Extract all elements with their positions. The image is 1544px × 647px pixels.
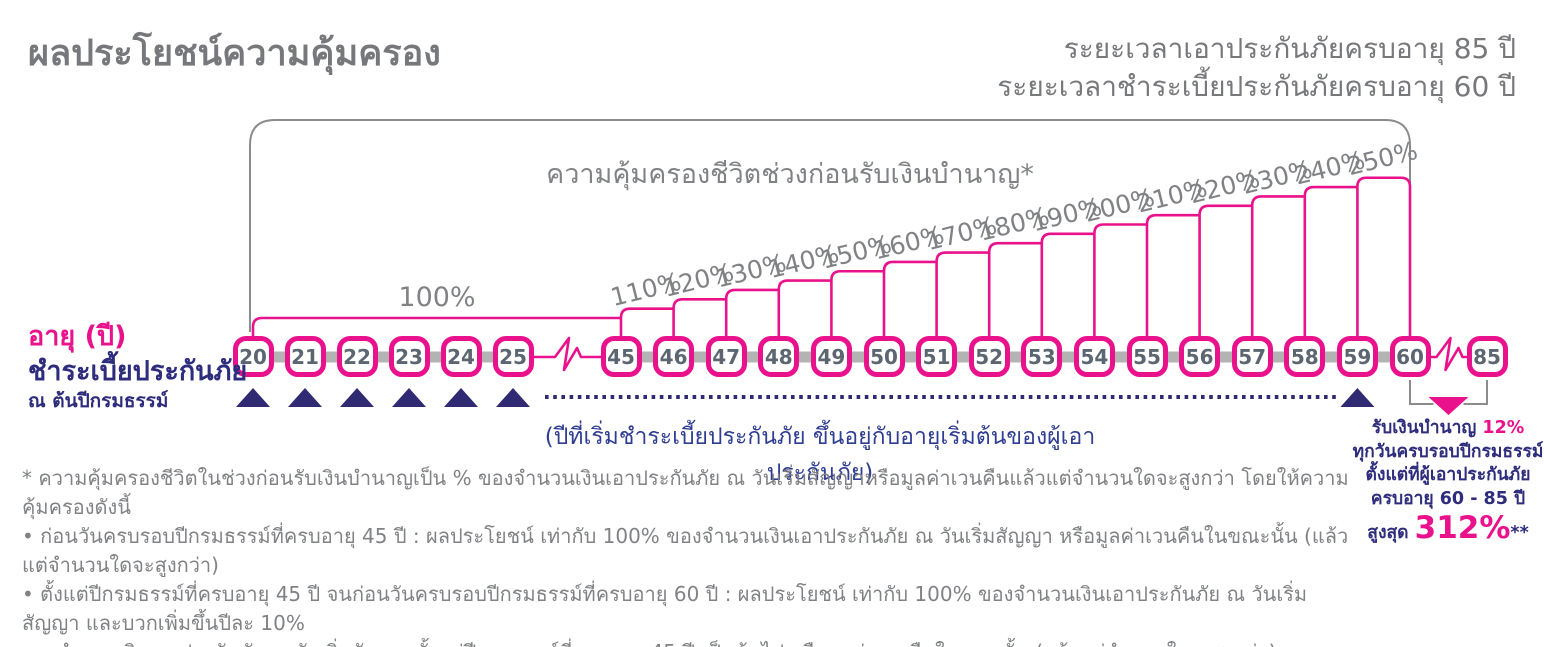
- age-box-51: 51: [916, 336, 958, 377]
- age-box-45: 45: [600, 336, 642, 377]
- pension-bracket-right: [1463, 380, 1488, 405]
- age-box-54: 54: [1073, 336, 1115, 377]
- coverage-step-line: [830, 269, 884, 336]
- age-box-21: 21: [284, 336, 326, 377]
- premium-term-line: ระยะเวลาชำระเบี้ยประกันภัยครบอายุ 60 ปี: [997, 70, 1516, 103]
- premium-triangle-icon: [236, 388, 270, 407]
- age-box-57: 57: [1231, 336, 1273, 377]
- pension-annual-percent: 12%: [1482, 418, 1525, 438]
- pension-note-line5: สูงสุด 312%**: [1367, 510, 1529, 546]
- policy-term-lines: ระยะเวลาเอาประกันภัยครบอายุ 85 ปี ระยะเว…: [997, 30, 1516, 106]
- coverage-percent-label: 100%: [398, 282, 475, 313]
- pension-note-line1: รับเงินบำนาญ 12%: [1371, 418, 1525, 438]
- axis-break-icon: [1430, 336, 1467, 372]
- coverage-step-line: [1250, 195, 1305, 336]
- age-box-49: 49: [810, 336, 852, 377]
- pre-pension-bracket: [249, 119, 1411, 332]
- age-box-23: 23: [388, 336, 430, 377]
- premium-triangle-icon: [496, 388, 530, 407]
- pension-note-line2: ทุกวันครบรอบปีกรมธรรม์: [1352, 441, 1544, 462]
- age-box-60: 60: [1389, 336, 1431, 377]
- premium-triangle-icon: [1340, 388, 1375, 407]
- age-box-53: 53: [1021, 336, 1063, 377]
- page-title: ผลประโยชน์ความคุ้มครอง: [28, 33, 441, 74]
- footnotes: * ความคุ้มครองชีวิตในช่วงก่อนรับเงินบำนา…: [22, 464, 1362, 647]
- pre-pension-coverage-label: ความคุ้มครองชีวิตช่วงก่อนรับเงินบำนาญ*: [546, 159, 1034, 190]
- age-box-24: 24: [440, 336, 482, 377]
- age-box-50: 50: [863, 336, 905, 377]
- coverage-step-line: [1145, 213, 1200, 336]
- coverage-step-line: [1303, 185, 1358, 336]
- footnote-line-2: • ก่อนวันครบรอบปีกรมธรรม์ที่ครบอายุ 45 ป…: [22, 524, 1349, 577]
- coverage-step-line: [935, 251, 990, 336]
- premium-triangle-icon: [288, 388, 322, 407]
- coverage-step-line: [1198, 204, 1253, 336]
- footnote-line-4: ของจำนวนเงินเอาประกันภัย ณ วันเริ่มสัญญา…: [22, 638, 1362, 647]
- pension-note-line4: ครบอายุ 60 - 85 ปี: [1370, 488, 1526, 509]
- age-box-48: 48: [758, 336, 800, 377]
- premium-triangle-icon: [444, 388, 478, 407]
- age-box-22: 22: [336, 336, 378, 377]
- premium-triangle-icon: [340, 388, 374, 407]
- pension-note: รับเงินบำนาญ 12% ทุกวันครบรอบปีกรมธรรม์ …: [1313, 417, 1544, 546]
- premium-payment-sublabel: ณ ต้นปีกรมธรรม์: [28, 390, 169, 412]
- premium-start-caption: (ปีที่เริ่มชำระเบี้ยประกันภัย ขึ้นอยู่กั…: [544, 424, 1096, 486]
- footnote-line-1: * ความคุ้มครองชีวิตในช่วงก่อนรับเงินบำนา…: [22, 466, 1349, 519]
- pension-arrow-down-icon: [1428, 397, 1469, 415]
- pension-max-percent: 312%: [1414, 510, 1511, 546]
- premium-triangle-icon: [392, 388, 426, 407]
- age-box-52: 52: [968, 336, 1010, 377]
- age-box-47: 47: [705, 336, 747, 377]
- age-box-25: 25: [492, 336, 534, 377]
- age-box-85: 85: [1466, 336, 1508, 377]
- pension-note-line3: ตั้งแต่ที่ผู้เอาประกันภัย: [1365, 465, 1531, 485]
- age-box-59: 59: [1336, 336, 1378, 377]
- age-box-55: 55: [1126, 336, 1168, 377]
- insured-term-line: ระยะเวลาเอาประกันภัยครบอายุ 85 ปี: [1063, 32, 1516, 65]
- coverage-step-line: [251, 316, 621, 336]
- coverage-step-line: [1356, 176, 1412, 336]
- age-box-56: 56: [1179, 336, 1221, 377]
- coverage-step-line: [882, 260, 937, 336]
- coverage-step-line: [1040, 232, 1095, 336]
- footnote-line-3: • ตั้งแต่ปีกรมธรรม์ที่ครบอายุ 45 ปี จนก่…: [22, 582, 1308, 635]
- coverage-step-line: [777, 279, 832, 336]
- premium-payment-label: ชำระเบี้ยประกันภัย: [28, 356, 248, 387]
- age-box-20: 20: [232, 336, 274, 377]
- coverage-step-line: [1093, 223, 1147, 336]
- coverage-step-line: [619, 307, 674, 336]
- coverage-step-line: [987, 241, 1042, 336]
- coverage-step-line: [724, 288, 779, 336]
- age-box-46: 46: [653, 336, 695, 377]
- axis-break-icon: [533, 336, 601, 372]
- age-axis-label: อายุ (ปี): [28, 321, 127, 352]
- coverage-step-line: [672, 298, 727, 336]
- pension-bracket-left: [1409, 380, 1434, 405]
- age-box-58: 58: [1284, 336, 1326, 377]
